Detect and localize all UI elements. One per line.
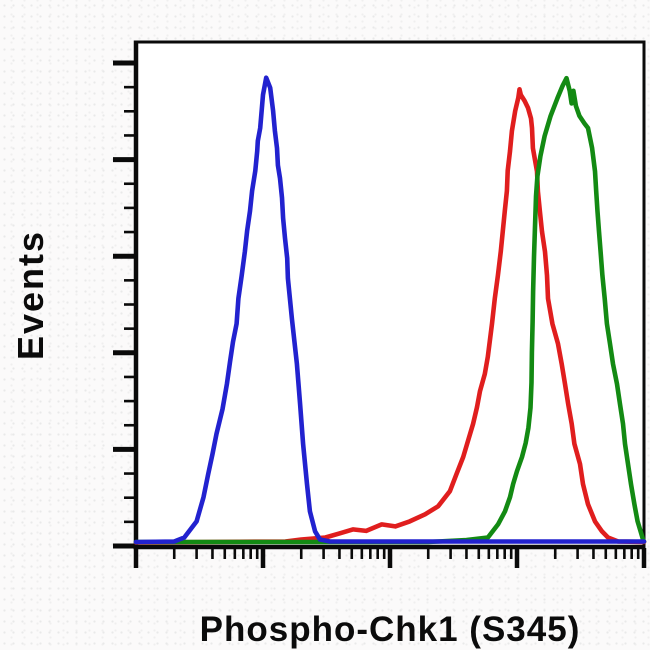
axis-ticks bbox=[113, 60, 647, 568]
x-axis-label: Phospho-Chk1 (S345) bbox=[199, 610, 581, 649]
red-curve bbox=[133, 87, 647, 545]
plot-frame bbox=[134, 40, 646, 549]
blue-curve bbox=[133, 75, 647, 545]
green-curve bbox=[133, 75, 647, 545]
